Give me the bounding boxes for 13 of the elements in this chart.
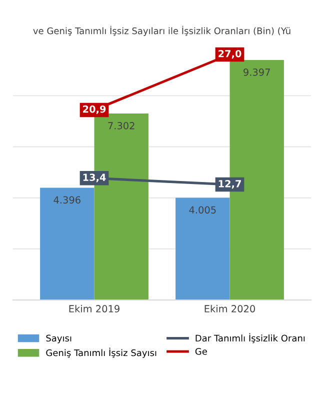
legend-label: Sayısı bbox=[46, 334, 72, 344]
x-tick-label: Ekim 2020 bbox=[204, 304, 255, 312]
data-label: 7.302 bbox=[108, 122, 134, 130]
bar bbox=[176, 198, 230, 300]
data-label: 4.005 bbox=[189, 206, 216, 214]
chart-title: ve Geniş Tanımlı İşsiz Sayıları ile İşsizlik Oranları (Bin) (Yü bbox=[33, 26, 290, 36]
legend-label: Dar Tanımlı İşsizlik Oranı bbox=[196, 333, 305, 344]
bar bbox=[40, 188, 94, 300]
data-label: 4.396 bbox=[54, 196, 80, 204]
legend-label: Ge bbox=[195, 348, 207, 355]
data-label: 9.397 bbox=[244, 68, 270, 76]
x-tick-label: Ekim 2019 bbox=[69, 304, 120, 312]
legend-label: Geniş Tanımlı İşsiz Sayısı bbox=[46, 348, 156, 358]
